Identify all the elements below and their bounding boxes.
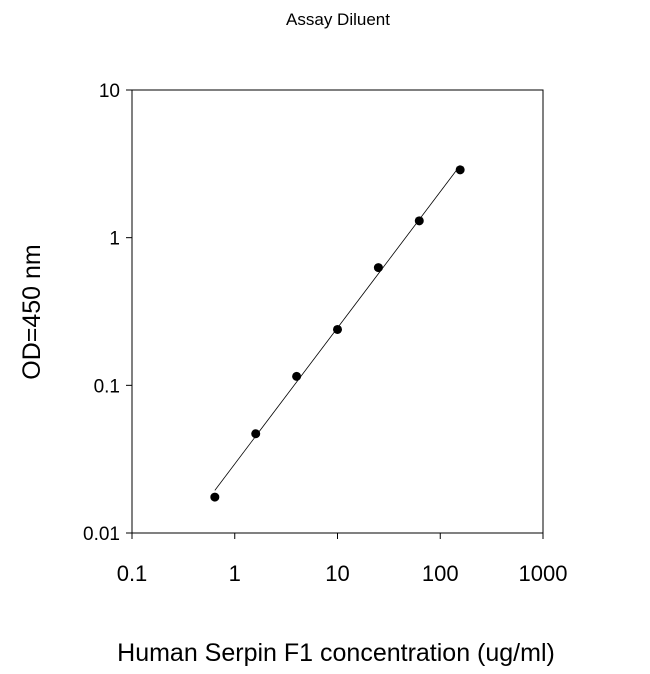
data-point: [455, 165, 465, 175]
x-tick-label: 1000: [519, 561, 568, 586]
chart-title: Assay Diluent: [286, 10, 390, 29]
y-tick-label: 0.01: [83, 524, 120, 545]
y-tick-label: 1: [109, 229, 120, 250]
data-point: [292, 371, 302, 381]
data-point: [210, 492, 220, 502]
data-point: [373, 263, 383, 273]
y-tick-label: 10: [99, 81, 120, 102]
x-axis-label: Human Serpin F1 concentration (ug/ml): [117, 639, 555, 667]
x-tick-label: 100: [422, 561, 459, 586]
x-tick-label: 10: [325, 561, 349, 586]
y-axis-label: OD=450 nm: [18, 244, 46, 380]
data-point: [414, 216, 424, 226]
x-tick-label: 1: [229, 561, 241, 586]
y-tick-label: 0.1: [94, 376, 120, 397]
data-point: [251, 429, 261, 439]
plot-frame: [131, 89, 544, 534]
data-point: [333, 324, 342, 334]
x-tick-label: 0.1: [117, 561, 148, 586]
